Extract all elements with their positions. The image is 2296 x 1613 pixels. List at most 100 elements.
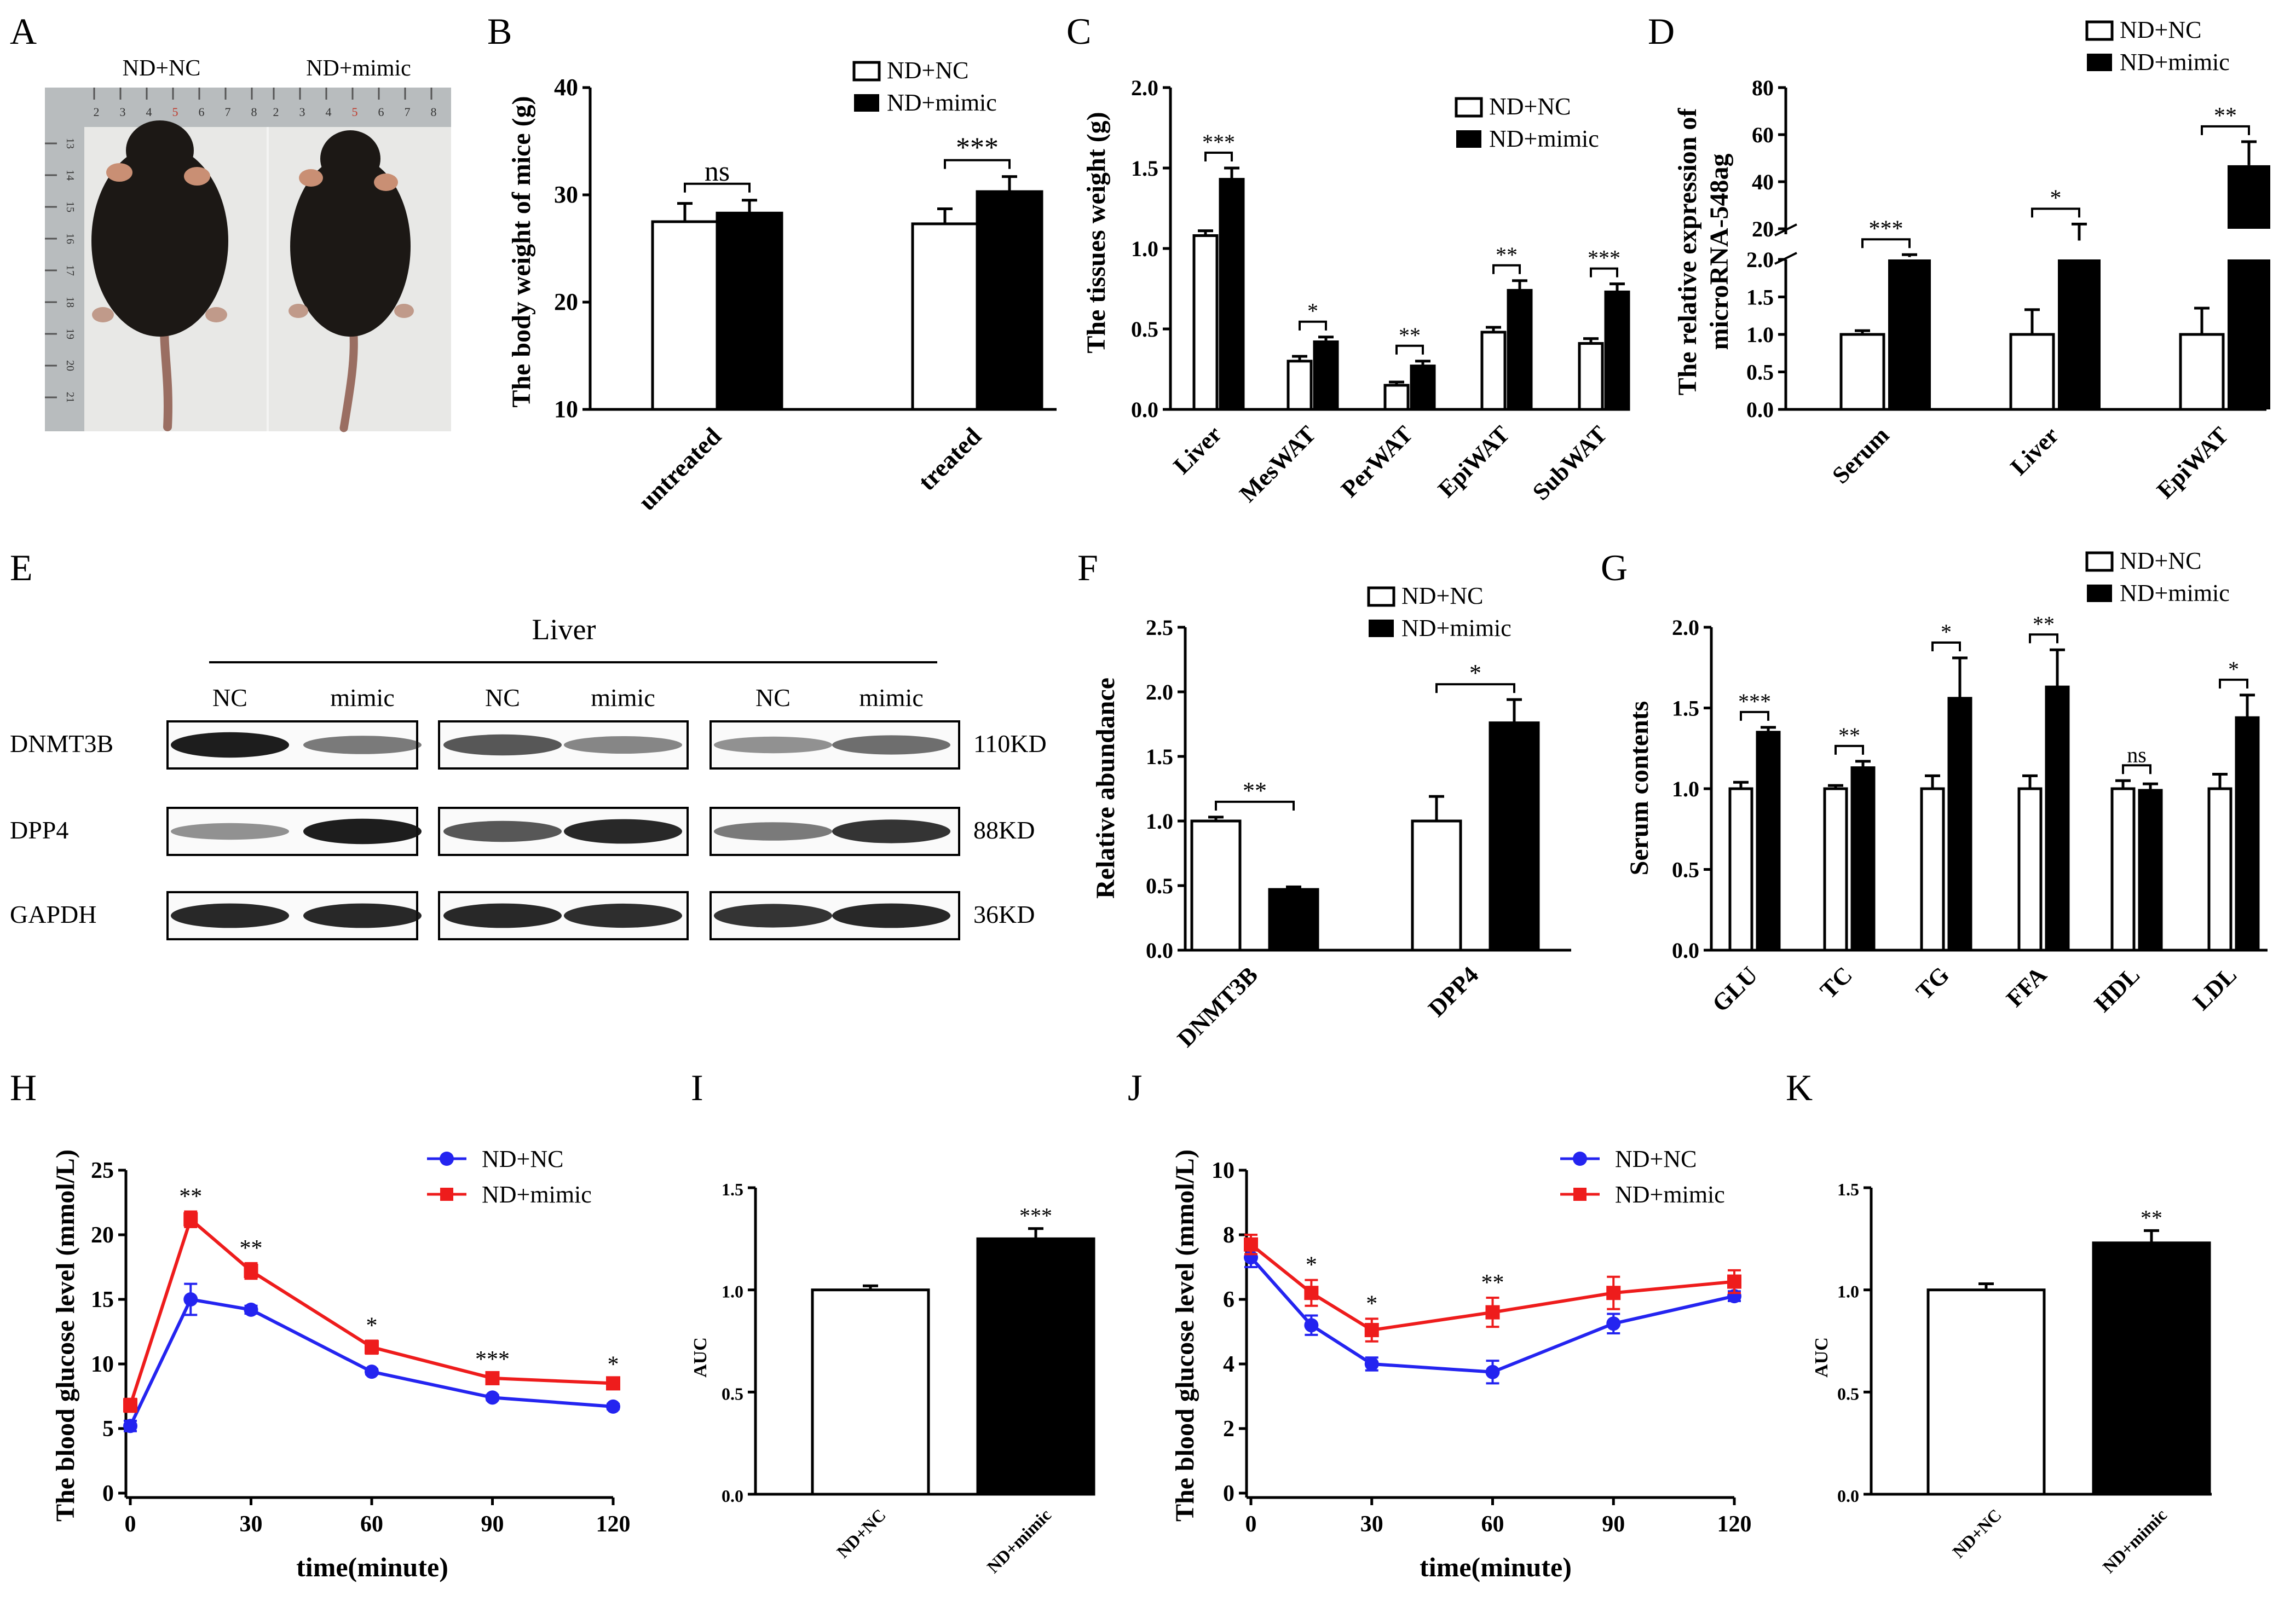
- series-line-nc: [129, 1297, 614, 1427]
- legend-marker-mimic: [1573, 1188, 1587, 1201]
- bar-tc-nc: [1823, 787, 1848, 952]
- bar-untreated-nc: [651, 220, 719, 411]
- legend-label-mimic: ND+mimic: [1489, 125, 1599, 152]
- x-tick-label: 0: [1245, 1512, 1257, 1537]
- legend-label-nc: ND+NC: [1401, 582, 1484, 609]
- y-tick-label: 15: [91, 1287, 114, 1313]
- panel-C: C The tissues weight (g) 0.0 0.5 1.0 1.5 2.0…: [1066, 10, 1630, 507]
- legend-label-nc: ND+NC: [887, 57, 969, 84]
- y-axis-label: The blood glucose level (mmol/L): [51, 1149, 80, 1522]
- data-point-nc: [1304, 1318, 1319, 1333]
- ruler-tick-label: 20: [64, 360, 76, 371]
- bar-untreated-mimic: [716, 211, 783, 411]
- blot-band: [714, 736, 832, 754]
- series-line-mimic: [1250, 1243, 1735, 1332]
- ruler-tick-label: 8: [251, 105, 257, 119]
- significance-label: ***: [956, 132, 999, 164]
- x-tick-label: ND+NC: [1948, 1505, 2005, 1562]
- data-point-mimic: [183, 1212, 198, 1227]
- y-axis-label: The blood glucose level (mmol/L): [1170, 1149, 1199, 1522]
- significance-bracket: [2201, 125, 2250, 135]
- plot-K: 0.0 0.5 1.0 1.5 ND+NC ND+mimic **: [1837, 1180, 2212, 1577]
- blot-band: [564, 736, 682, 754]
- legend-label-nc: ND+NC: [1615, 1146, 1697, 1172]
- legend-H: ND+NC ND+mimic: [427, 1146, 592, 1208]
- data-point-mimic: [1364, 1323, 1379, 1338]
- bar-subwat-mimic: [1604, 290, 1630, 411]
- y-tick-label: 2.0: [1131, 76, 1158, 100]
- y-tick-label: 8: [1223, 1223, 1234, 1248]
- significance-bracket: [2029, 633, 2058, 644]
- y-tick-label: 1.5: [1146, 744, 1173, 769]
- bar-epiwat-mimic-lower: [2228, 259, 2270, 409]
- panel-letter-A: A: [10, 10, 37, 52]
- y-tick-label: 0.5: [1131, 317, 1158, 342]
- x-tick-label: GLU: [1707, 961, 1763, 1017]
- data-point-mimic: [606, 1376, 620, 1391]
- x-tick-label: SubWAT: [1527, 420, 1612, 505]
- bar-dnmt3b-nc: [1190, 819, 1242, 952]
- bar-hdl-mimic: [2138, 789, 2163, 952]
- ruler-tick-label: 3: [299, 105, 305, 119]
- ruler-tick-label: 14: [64, 170, 76, 181]
- mouse-photo: 2 2 3 3 4 4 5 5 6 6 7 7 8 8 13 14 15 16 17 18 19 20 21: [45, 88, 451, 432]
- bar-dnmt3b-mimic: [1268, 888, 1319, 952]
- legend-D: ND+NC ND+mimic: [2085, 16, 2230, 76]
- data-point-mimic: [244, 1264, 258, 1279]
- significance-label: **: [2033, 611, 2055, 636]
- blot-band: [303, 818, 422, 845]
- y-tick-label: 0.0: [1837, 1486, 1859, 1506]
- data-point-mimic: [1727, 1274, 1741, 1289]
- significance-bracket: [944, 159, 1011, 169]
- blot-band: [171, 732, 289, 758]
- ruler-tick-label: 18: [64, 297, 76, 308]
- y-tick-label: 0.5: [1837, 1384, 1859, 1403]
- bar-glu-nc: [1728, 787, 1753, 952]
- blot-band: [171, 903, 289, 928]
- y-axis-label: Serum contents: [1625, 701, 1654, 876]
- significance-label: **: [1481, 1270, 1504, 1296]
- panel-letter-K: K: [1786, 1067, 1813, 1108]
- ruler-tick-label: 6: [199, 105, 205, 119]
- panel-G: G Serum contents 0.00.51.01.52.0GLU***TC…: [1601, 547, 2268, 1017]
- photo-label-left: ND+NC: [123, 56, 201, 81]
- y-tick-label: 1.0: [1837, 1282, 1859, 1302]
- y-tick-label: 1.0: [1746, 322, 1774, 347]
- significance-label: *: [2228, 657, 2239, 681]
- x-tick-label: 0: [125, 1512, 136, 1537]
- protein-label: DNMT3B: [10, 730, 113, 758]
- x-tick-label: 120: [1717, 1512, 1752, 1537]
- data-point-mimic: [1485, 1305, 1500, 1320]
- bar-liver-mimic: [1219, 178, 1245, 411]
- legend-J: ND+NC ND+mimic: [1560, 1146, 1725, 1208]
- bar-nd-mimic-mimic: [976, 1237, 1095, 1496]
- bar-ffa-nc: [2017, 787, 2043, 952]
- bar-hdl-nc: [2110, 787, 2136, 952]
- ruler-tick-label: 4: [146, 105, 152, 119]
- panel-K: K AUC 0.0 0.5 1.0 1.5 ND+NC ND+mimic **: [1786, 1067, 2212, 1577]
- significance-label: *: [2050, 186, 2062, 211]
- data-point-nc: [365, 1365, 379, 1379]
- x-tick-label: 60: [1481, 1512, 1504, 1537]
- mouse-left-ear-r: [184, 167, 210, 186]
- significance-bracket: [1215, 800, 1295, 811]
- legend-label-nc: ND+NC: [482, 1146, 564, 1172]
- mouse-left-head: [126, 120, 194, 181]
- protein-size-label: 88KD: [973, 816, 1035, 844]
- data-point-nc: [1485, 1365, 1500, 1379]
- significance-label: *: [1306, 1253, 1317, 1278]
- ruler-tick-label: 15: [64, 201, 76, 212]
- bar-tg-nc: [1920, 787, 1945, 952]
- bar-ldl-mimic: [2235, 716, 2260, 952]
- lane-label: mimic: [859, 684, 924, 712]
- data-point-mimic: [1304, 1286, 1319, 1300]
- panel-letter-D: D: [1648, 10, 1675, 52]
- legend-label-mimic: ND+mimic: [887, 89, 997, 116]
- significance-label: ***: [1202, 130, 1235, 154]
- bar-nd-nc-nc: [1926, 1288, 2046, 1496]
- x-tick-label: DPP4: [1423, 961, 1484, 1022]
- blot-band: [832, 819, 950, 843]
- panel-letter-G: G: [1601, 547, 1628, 588]
- y-tick-label: 2.0: [1146, 680, 1173, 704]
- bar-ffa-mimic: [2045, 685, 2070, 952]
